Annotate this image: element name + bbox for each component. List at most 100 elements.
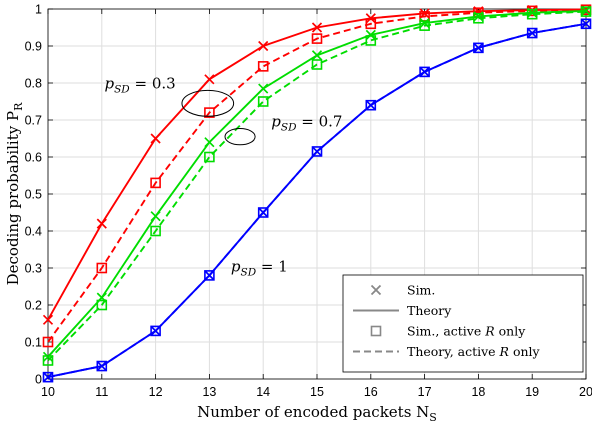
annotation-symbol: p [271,113,281,131]
x-tick-label: 14 [256,385,270,399]
data-point-x-marker [365,29,376,41]
data-point-square-marker [257,96,269,107]
data-point-square-marker [419,20,430,31]
data-series [42,4,592,383]
data-point-square-marker [473,42,484,54]
annotation-ellipse-1 [224,128,256,146]
y-tick-label: 0.9 [25,40,42,54]
data-point-square-marker [150,225,161,237]
x-axis-title: Number of encoded packets NS [197,403,437,424]
data-point-square-marker [473,12,484,24]
data-point-x-marker [365,13,376,24]
x-tick-label: 15 [310,385,324,399]
data-point-square-marker [526,8,538,20]
data-point-square-marker [580,6,592,17]
annotation-symbol: p [231,258,241,276]
annotation-value: = 0.7 [297,113,343,131]
legend-box [342,274,584,373]
annotation-symbol: p [104,75,114,93]
legend-label: Sim. [407,283,435,298]
series-line [47,10,587,362]
series-line [47,8,587,343]
data-point-square-marker [96,360,108,372]
legend-label: Sim., active R only [407,324,526,339]
annotation-subscript: SD [281,122,297,134]
legend-label-suffix: only [495,324,527,339]
data-point-x-marker [42,314,54,325]
data-point-x-marker [311,50,323,61]
legend-entry-0: Sim. [370,283,435,298]
data-point-x-marker [96,218,107,229]
annotation-ellipse-0 [181,89,235,117]
data-point-x-marker [42,372,54,383]
legend-label-suffix: only [509,344,541,359]
annotation-label-0: pSD = 0.3 [104,75,175,96]
data-point-square-marker [96,262,108,274]
data-point-square-marker [311,146,323,157]
data-point-square-marker [96,299,108,311]
legend-x-marker [370,284,382,296]
x-tick-label: 10 [41,385,55,399]
x-tick-label: 11 [95,385,108,399]
data-point-square-marker [42,355,54,366]
x-axis-title-subscript: S [429,411,437,424]
x-tick-label: 20 [579,385,592,399]
x-tick-label: 12 [149,385,163,399]
legend-entry-1: Theory [353,303,452,318]
legend-label: Theory, active R only [407,344,541,359]
data-point-square-marker [365,99,377,111]
data-point-square-marker [311,33,323,44]
annotation-subscript: SD [241,267,257,279]
y-tick-label: 0.3 [25,262,42,276]
data-point-square-marker [42,371,54,383]
data-point-square-marker [204,270,215,281]
data-point-x-marker [258,83,269,94]
y-axis-title: Decoding probability PR [4,102,25,285]
y-tick-label: 0.8 [25,77,42,91]
legend-label-text: Sim., active [407,324,485,339]
data-point-square-marker [204,151,215,163]
y-tick-label: 0.6 [25,151,42,165]
data-point-square-marker [42,336,54,348]
legend-label-text: Sim. [407,283,435,298]
annotation-subscript: SD [114,84,130,96]
data-point-x-marker [311,22,323,33]
data-point-square-marker [257,207,269,218]
y-axis-title-subscript: R [12,102,25,111]
annotation-value: = 0.3 [130,75,176,93]
data-point-square-marker [526,27,538,39]
data-point-x-marker [204,137,215,148]
x-tick-label: 16 [364,385,378,399]
data-point-square-marker [365,18,377,30]
annotation-value: = 1 [256,258,288,276]
legend-label: Theory [407,303,452,318]
legend-label-text: Theory [407,303,452,318]
x-tick-label: 19 [525,385,539,399]
x-tick-label: 18 [471,385,485,399]
series-3 [42,6,592,366]
x-tick-label: 17 [418,385,432,399]
series-line [47,22,587,379]
annotation-label-2: pSD = 1 [231,258,288,279]
x-tick-label: 13 [202,385,216,399]
data-point-square-marker [150,177,161,189]
data-point-x-marker [150,133,161,144]
data-point-square-marker [204,107,215,118]
legend-label-text: Theory, active [407,344,500,359]
data-point-x-marker [150,211,161,222]
y-tick-label: 0.1 [25,336,42,350]
legend-label-italic: R [499,344,509,359]
data-point-square-marker [311,59,323,70]
data-point-square-marker [365,35,377,46]
y-tick-label: 0.2 [25,299,42,313]
series-5 [42,18,592,383]
legend-label-italic: R [484,324,494,339]
data-point-x-marker [419,66,430,78]
data-point-x-marker [204,74,215,85]
axes: 10 11 12 13 14 15 16 17 18 19 20 0 0.1 0.2 0.3 0.4 0.5 0.… [4,3,592,425]
legend-entry-3: Theory, active R only [353,344,541,359]
y-tick-label: 0.5 [25,188,42,202]
